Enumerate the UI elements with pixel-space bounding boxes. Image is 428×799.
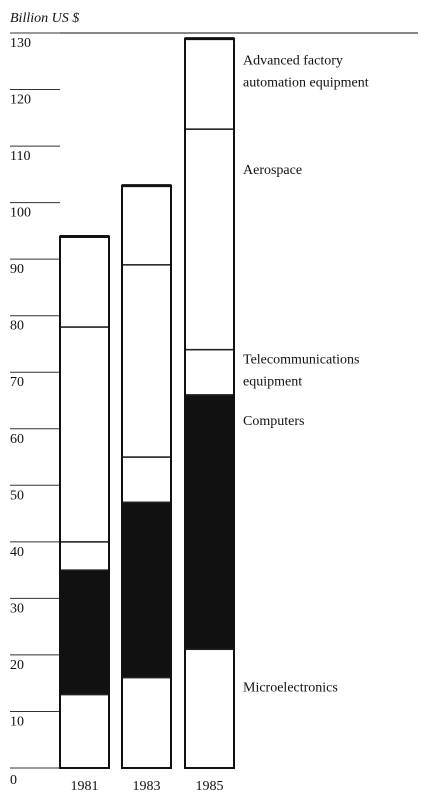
y-tick-label: 110 <box>10 149 30 164</box>
bar-segment <box>121 184 172 266</box>
y-tick-label: 120 <box>10 93 31 108</box>
y-tick-label: 30 <box>10 601 24 616</box>
y-tick-label: 0 <box>10 773 17 788</box>
legend-label: Advanced factory automation equipment <box>243 54 369 91</box>
bar-segment <box>121 264 172 458</box>
bar-segment <box>184 37 235 130</box>
y-tick-label: 70 <box>10 375 24 390</box>
bar-segment <box>59 569 110 696</box>
bar-segment <box>184 394 235 651</box>
y-tick-label: 40 <box>10 545 24 560</box>
bar-segment <box>184 348 235 396</box>
bar-segment <box>121 501 172 679</box>
bar-segment <box>59 541 110 571</box>
bar-segment <box>59 693 110 769</box>
y-tick-label: 20 <box>10 658 24 673</box>
bar-segment <box>184 648 235 769</box>
bar-segment <box>184 128 235 351</box>
y-tick-label: 90 <box>10 262 24 277</box>
bar-segment <box>59 235 110 328</box>
y-tick-label: 80 <box>10 319 24 334</box>
y-tick-label: 100 <box>10 206 31 221</box>
y-tick-label: 130 <box>10 36 31 51</box>
bar-segment <box>121 676 172 769</box>
y-axis-label: Billion US $ <box>10 11 79 26</box>
bar-segment <box>121 456 172 504</box>
y-tick-label: 50 <box>10 488 24 503</box>
legend-label: Microelectronics <box>243 680 338 695</box>
bar-segment <box>59 326 110 543</box>
legend-label: Telecommunications equipment <box>243 353 363 390</box>
y-tick-label: 10 <box>10 714 24 729</box>
x-tick-label: 1983 <box>133 779 161 794</box>
legend-label: Computers <box>243 414 304 429</box>
x-tick-label: 1985 <box>196 779 224 794</box>
x-tick-label: 1981 <box>71 779 99 794</box>
legend-label: Aerospace <box>243 163 302 178</box>
y-tick-label: 60 <box>10 432 24 447</box>
